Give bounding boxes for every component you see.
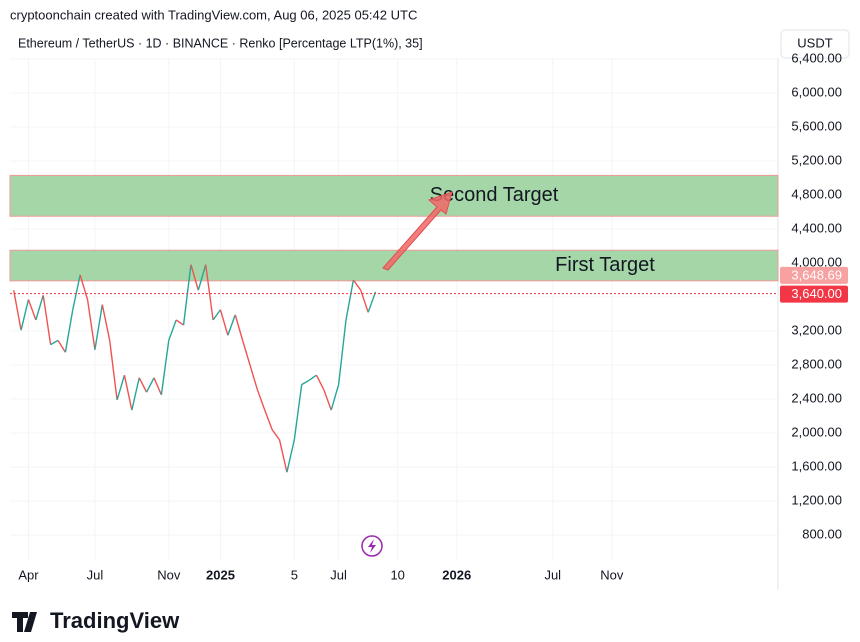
renko-segment bbox=[249, 364, 259, 390]
price-label-box bbox=[780, 266, 848, 284]
logo-text: TradingView bbox=[50, 608, 180, 633]
renko-segment bbox=[42, 295, 52, 345]
x-tick-label: Nov bbox=[600, 567, 624, 582]
renko-segment bbox=[79, 274, 89, 300]
renko-segment bbox=[160, 340, 170, 395]
y-tick-label: 2,800.00 bbox=[791, 356, 842, 371]
y-tick-label: 1,600.00 bbox=[791, 459, 842, 474]
renko-segment bbox=[234, 314, 244, 341]
y-tick-label: 6,000.00 bbox=[791, 84, 842, 99]
x-tick-label: 10 bbox=[390, 567, 404, 582]
y-tick-label: 4,400.00 bbox=[791, 220, 842, 235]
renko-segment bbox=[367, 291, 377, 313]
renko-segment bbox=[182, 264, 192, 326]
y-tick-label: 5,600.00 bbox=[791, 118, 842, 133]
x-tick-label: 2026 bbox=[442, 567, 471, 582]
renko-segment bbox=[131, 377, 140, 411]
renko-segment bbox=[212, 309, 222, 321]
renko-segment bbox=[86, 299, 96, 350]
renko-segment bbox=[13, 290, 22, 331]
y-tick-label: 3,200.00 bbox=[791, 322, 842, 337]
renko-segment bbox=[301, 379, 310, 386]
x-tick-label: Apr bbox=[18, 567, 39, 582]
renko-segment bbox=[101, 304, 111, 341]
renko-segment bbox=[57, 340, 66, 353]
renko-segment bbox=[345, 279, 355, 321]
renko-segment bbox=[256, 389, 266, 411]
target-zone bbox=[9, 174, 779, 217]
x-tick-label: Nov bbox=[157, 567, 181, 582]
x-tick-label: Jul bbox=[330, 567, 347, 582]
renko-segment bbox=[64, 309, 74, 353]
y-tick-label: 1,200.00 bbox=[791, 493, 842, 508]
renko-segment bbox=[20, 299, 30, 331]
renko-segment bbox=[72, 274, 81, 310]
renko-segment bbox=[264, 409, 273, 430]
renko-segment bbox=[190, 264, 199, 291]
renko-segment bbox=[197, 264, 207, 291]
price-label-box bbox=[780, 285, 848, 303]
zone-label: First Target bbox=[555, 254, 655, 276]
renko-segment bbox=[35, 295, 44, 321]
y-tick-label: 6,400.00 bbox=[791, 50, 842, 65]
renko-segment bbox=[227, 314, 236, 336]
x-tick-label: 2025 bbox=[206, 567, 235, 582]
renko-segment bbox=[278, 439, 288, 473]
currency-box[interactable] bbox=[780, 29, 850, 59]
y-tick-label: 4,000.00 bbox=[791, 254, 842, 269]
price-label: 3,640.00 bbox=[791, 286, 842, 301]
renko-segment bbox=[271, 429, 281, 441]
y-tick-label: 2,400.00 bbox=[791, 390, 842, 405]
y-tick-label: 5,200.00 bbox=[791, 152, 842, 167]
renko-segment bbox=[50, 339, 59, 346]
x-tick-label: Jul bbox=[87, 567, 104, 582]
renko-segment bbox=[94, 304, 103, 350]
renko-segment bbox=[175, 319, 184, 326]
target-arrow bbox=[382, 191, 453, 271]
renko-segment bbox=[286, 439, 295, 473]
x-tick-label: Jul bbox=[544, 567, 561, 582]
renko-segment bbox=[337, 319, 347, 385]
renko-segment bbox=[153, 377, 163, 396]
renko-segment bbox=[138, 377, 148, 393]
zone-label: Second Target bbox=[430, 184, 559, 206]
renko-segment bbox=[241, 340, 251, 366]
symbol-title: Ethereum / TetherUS · 1D · BINANCE · Ren… bbox=[18, 36, 423, 50]
renko-segment bbox=[123, 375, 133, 411]
logo-mark bbox=[12, 612, 37, 632]
credit: cryptoonchain created with TradingView.c… bbox=[10, 7, 417, 22]
y-tick-label: 2,000.00 bbox=[791, 424, 842, 439]
renko-segment bbox=[315, 374, 325, 391]
renko-segment bbox=[219, 309, 229, 336]
renko-segment bbox=[352, 279, 362, 291]
renko-segment bbox=[293, 384, 303, 440]
price-label: 3,648.69 bbox=[791, 267, 842, 282]
currency[interactable]: USDT bbox=[797, 35, 832, 50]
event-bolt bbox=[368, 539, 376, 553]
renko-segment bbox=[330, 384, 340, 411]
y-tick-label: 4,800.00 bbox=[791, 186, 842, 201]
renko-segment bbox=[108, 340, 118, 400]
renko-segment bbox=[27, 299, 37, 321]
renko-segment bbox=[116, 375, 126, 401]
renko-segment bbox=[168, 319, 177, 341]
renko-segment bbox=[145, 377, 155, 393]
renko-segment bbox=[204, 264, 214, 321]
renko-segment bbox=[308, 374, 317, 381]
renko-segment bbox=[323, 389, 332, 411]
x-tick-label: 5 bbox=[291, 567, 298, 582]
y-tick-label: 800.00 bbox=[802, 527, 842, 542]
